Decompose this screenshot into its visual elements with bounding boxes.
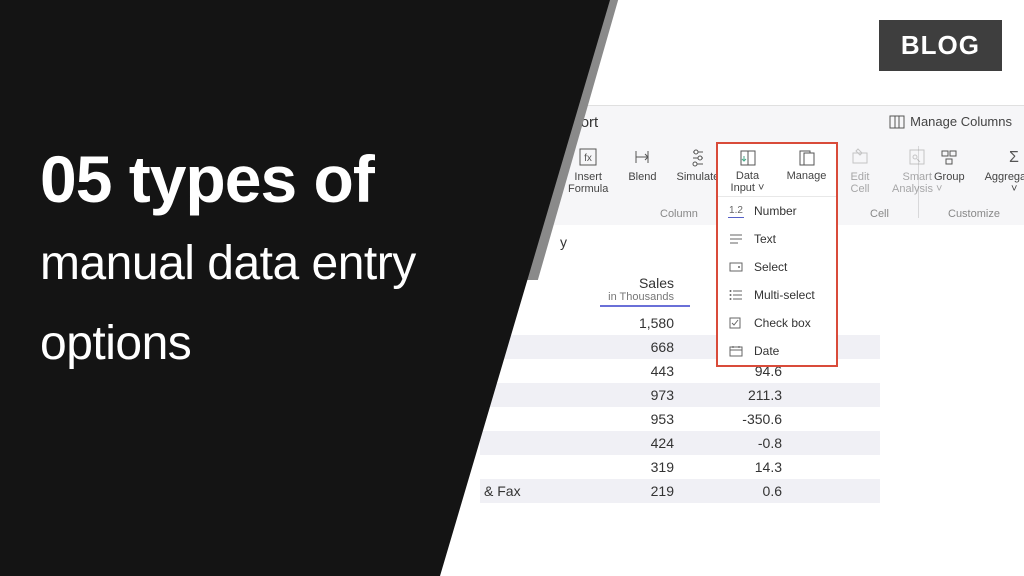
table-row: & Fax2190.6 — [480, 479, 880, 503]
group-icon — [938, 146, 960, 168]
dropdown-header: Data Input ˅ Manage — [718, 144, 836, 197]
row-label: & Fax — [480, 483, 560, 499]
cell-sales: 668 — [560, 339, 690, 355]
data-input-icon — [738, 148, 758, 168]
select-icon — [728, 260, 744, 274]
cell-sales: 443 — [560, 363, 690, 379]
cell-value: 14.3 — [690, 459, 790, 475]
group-label-customize: Customize — [948, 208, 1000, 220]
ribbon-buttons-3: Group Σ Aggregation ˅ — [924, 142, 1024, 197]
cell-value: 211.3 — [690, 387, 790, 403]
menu-item-multi-select[interactable]: Multi-select — [718, 281, 836, 309]
table-row: 424-0.8 — [480, 431, 880, 455]
simulate-icon — [687, 146, 709, 168]
headline: 05 types of manual data entry options — [40, 145, 416, 374]
formula-icon: fx — [577, 146, 599, 168]
cell-value: -350.6 — [690, 411, 790, 427]
number-icon: 1.2 — [728, 204, 744, 218]
table-row: 973211.3 — [480, 383, 880, 407]
manage-columns-label: Manage Columns — [910, 114, 1012, 129]
headline-bold: 05 types of — [40, 145, 416, 214]
cell-sales: 219 — [560, 483, 690, 499]
column-subheader: in Thousands — [600, 291, 690, 307]
blend-button[interactable]: Blend — [618, 142, 666, 197]
aggregation-icon: Σ — [1003, 146, 1024, 168]
manage-columns-icon — [889, 115, 905, 129]
data-input-dropdown: Data Input ˅ Manage 1.2 Number Text Sele… — [716, 142, 838, 367]
cell-sales: 953 — [560, 411, 690, 427]
partial-text: y — [560, 234, 567, 250]
text-icon — [728, 232, 744, 246]
manage-columns-button[interactable]: Manage Columns — [889, 114, 1012, 129]
aggregation-button[interactable]: Σ Aggregation ˅ — [975, 142, 1024, 197]
data-input-button[interactable]: Data Input ˅ — [718, 144, 777, 196]
ribbon-buttons: fx Insert Formula Blend Simulate — [558, 142, 729, 197]
cell-sales: 1,580 — [560, 315, 690, 331]
manage-icon — [797, 148, 817, 168]
menu-item-number[interactable]: 1.2 Number — [718, 197, 836, 225]
menu-item-checkbox[interactable]: Check box — [718, 309, 836, 337]
date-icon — [728, 344, 744, 358]
svg-text:fx: fx — [584, 153, 592, 164]
blend-icon — [631, 146, 653, 168]
table-row: 31914.3 — [480, 455, 880, 479]
cell-sales: 424 — [560, 435, 690, 451]
edit-cell-button: Edit Cell — [838, 142, 882, 197]
multi-select-icon — [728, 288, 744, 302]
cell-sales: 319 — [560, 459, 690, 475]
manage-button[interactable]: Manage — [777, 144, 836, 196]
menu-item-select[interactable]: Select — [718, 253, 836, 281]
edit-cell-icon — [849, 146, 871, 168]
table-row: 953-350.6 — [480, 407, 880, 431]
menu-item-text[interactable]: Text — [718, 225, 836, 253]
cell-sales: 973 — [560, 387, 690, 403]
chevron-down-icon: ˅ — [1011, 183, 1017, 195]
cell-value: -0.8 — [690, 435, 790, 451]
headline-line1: manual data entry — [40, 234, 416, 294]
cell-value: 0.6 — [690, 483, 790, 499]
group-label-cell: Cell — [870, 208, 889, 220]
group-label-column: Column — [660, 208, 698, 220]
svg-text:Σ: Σ — [1009, 149, 1019, 166]
checkbox-icon — [728, 316, 744, 330]
headline-line2: options — [40, 314, 416, 374]
group-button[interactable]: Group — [924, 142, 975, 197]
menu-item-date[interactable]: Date — [718, 337, 836, 365]
blog-badge: BLOG — [879, 20, 1002, 71]
